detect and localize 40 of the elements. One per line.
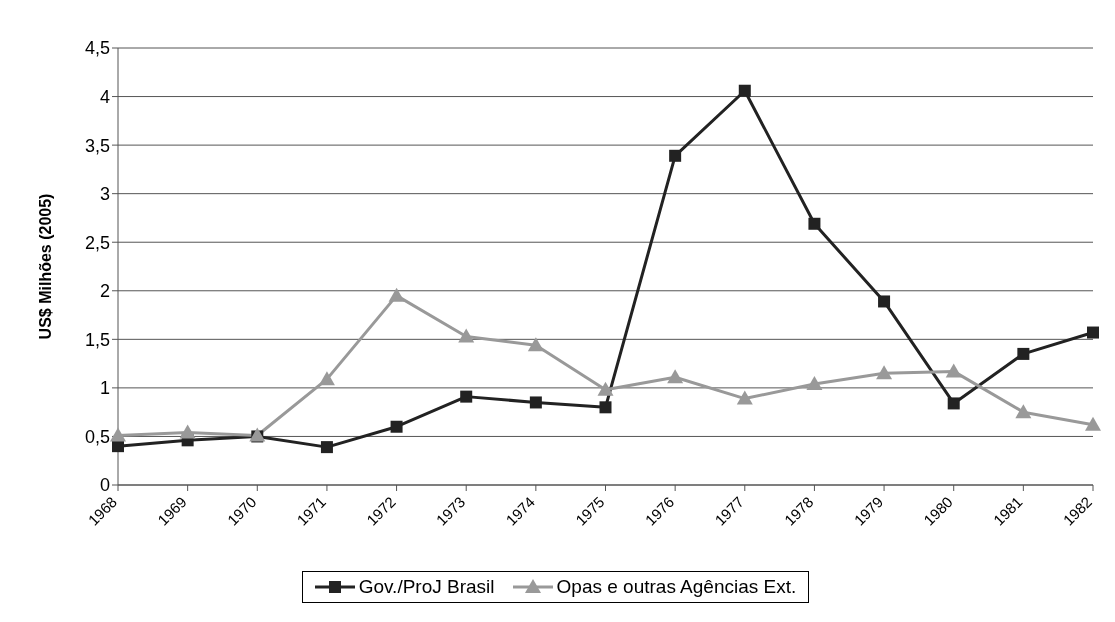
point	[1015, 404, 1032, 419]
point	[947, 397, 960, 410]
point	[1087, 326, 1099, 339]
y-tick-label: 2,5	[84, 232, 110, 253]
point	[1017, 347, 1030, 360]
point	[599, 401, 612, 414]
point	[669, 149, 682, 162]
y-tick-label: 0,5	[84, 426, 110, 447]
legend-label: Gov./ProJ Brasil	[357, 576, 495, 598]
legend-label: Opas e outras Agências Ext.	[555, 576, 797, 598]
y-axis-title: US$ Milhões (2005)	[36, 193, 54, 340]
point	[460, 390, 473, 403]
y-tick-label: 4,5	[84, 38, 110, 59]
y-tick-label: 3,5	[84, 135, 110, 156]
point	[179, 424, 196, 439]
point	[878, 295, 891, 308]
y-tick-label: 3	[99, 184, 110, 205]
point	[806, 376, 823, 390]
point	[876, 365, 893, 380]
y-tick-label: 0	[99, 475, 110, 496]
point	[388, 287, 405, 302]
point	[945, 363, 962, 378]
point	[458, 328, 475, 343]
point	[738, 84, 751, 97]
y-tick-label: 1	[99, 378, 110, 399]
point	[808, 217, 821, 230]
point	[667, 369, 684, 384]
y-tick-label: 1,5	[84, 329, 110, 350]
point	[736, 390, 753, 405]
y-tick-label: 2	[99, 281, 110, 302]
point	[390, 420, 403, 433]
point	[1085, 416, 1101, 431]
point	[110, 427, 126, 442]
point	[112, 440, 124, 453]
y-tick-label: 4	[99, 86, 110, 107]
point	[597, 381, 614, 396]
point	[318, 371, 335, 386]
point	[529, 396, 542, 409]
point	[320, 441, 333, 454]
point	[527, 337, 544, 352]
